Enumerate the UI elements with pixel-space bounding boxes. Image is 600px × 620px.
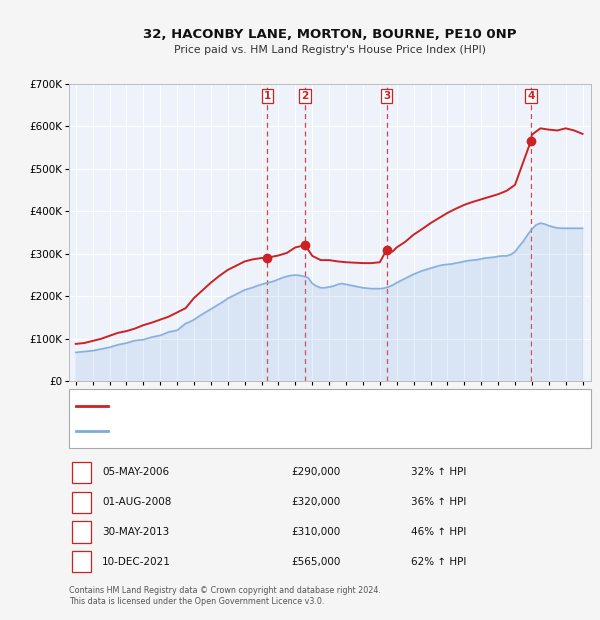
- Text: 3: 3: [78, 527, 85, 537]
- Text: 32% ↑ HPI: 32% ↑ HPI: [411, 467, 466, 477]
- Text: £565,000: £565,000: [291, 557, 340, 567]
- Text: 1: 1: [78, 467, 85, 477]
- Text: £290,000: £290,000: [291, 467, 340, 477]
- Text: 62% ↑ HPI: 62% ↑ HPI: [411, 557, 466, 567]
- Text: Price paid vs. HM Land Registry's House Price Index (HPI): Price paid vs. HM Land Registry's House …: [174, 45, 486, 55]
- Text: 32, HACONBY LANE, MORTON, BOURNE, PE10 0NP (detached house): 32, HACONBY LANE, MORTON, BOURNE, PE10 0…: [113, 401, 448, 410]
- Text: 4: 4: [527, 91, 535, 101]
- Text: 46% ↑ HPI: 46% ↑ HPI: [411, 527, 466, 537]
- Text: 10-DEC-2021: 10-DEC-2021: [102, 557, 171, 567]
- Text: 2: 2: [302, 91, 309, 101]
- Text: 05-MAY-2006: 05-MAY-2006: [102, 467, 169, 477]
- Text: 32, HACONBY LANE, MORTON, BOURNE, PE10 0NP: 32, HACONBY LANE, MORTON, BOURNE, PE10 0…: [143, 28, 517, 41]
- Text: 4: 4: [78, 557, 85, 567]
- Text: 01-AUG-2008: 01-AUG-2008: [102, 497, 172, 507]
- Text: Contains HM Land Registry data © Crown copyright and database right 2024.
This d: Contains HM Land Registry data © Crown c…: [69, 585, 381, 606]
- Text: 1: 1: [264, 91, 271, 101]
- Text: 2: 2: [78, 497, 85, 507]
- Text: HPI: Average price, detached house, South Kesteven: HPI: Average price, detached house, Sout…: [113, 427, 370, 436]
- Text: 36% ↑ HPI: 36% ↑ HPI: [411, 497, 466, 507]
- Text: £320,000: £320,000: [291, 497, 340, 507]
- Text: 30-MAY-2013: 30-MAY-2013: [102, 527, 169, 537]
- Text: 3: 3: [383, 91, 391, 101]
- Text: £310,000: £310,000: [291, 527, 340, 537]
